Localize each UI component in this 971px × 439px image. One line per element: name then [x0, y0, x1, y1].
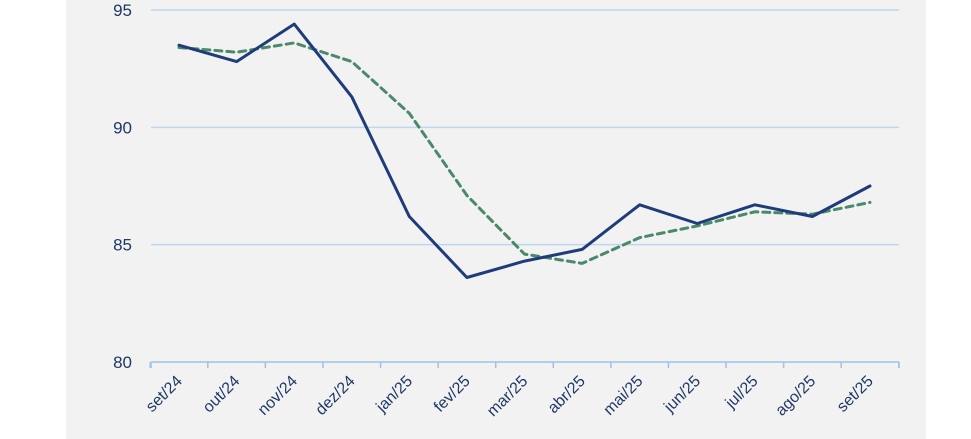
x-tick-label: ago/25: [773, 373, 820, 420]
y-tick-label: 90: [113, 118, 132, 137]
x-tick-label: set/24: [143, 373, 186, 416]
x-tick-label: dez/24: [313, 373, 359, 419]
x-tick-label: abr/25: [545, 373, 589, 417]
x-tick-label: out/24: [200, 373, 244, 417]
x-tick-label: jul/25: [722, 373, 762, 413]
x-tick-label: nov/24: [255, 373, 301, 419]
y-axis-ticks: 80 85 90 95: [113, 1, 132, 372]
x-tick-label: jan/25: [373, 373, 417, 417]
x-axis: set/24 out/24 nov/24 dez/24 jan/25 fev/25 mar/…: [143, 361, 900, 420]
y-tick-label: 85: [113, 236, 132, 255]
x-tick-label: mai/25: [601, 373, 647, 419]
x-tick-label: set/25: [834, 373, 877, 416]
y-tick-label: 95: [113, 1, 132, 20]
series-line-dashed: [177, 41, 872, 265]
x-tick-label: jun/25: [661, 373, 705, 417]
series-lines: [177, 22, 872, 279]
x-tick-label: fev/25: [431, 373, 474, 416]
series-line-solid: [177, 22, 872, 279]
y-tick-label: 80: [113, 353, 132, 372]
x-tick-label: mar/25: [484, 373, 531, 420]
grid-lines: [151, 9, 899, 246]
